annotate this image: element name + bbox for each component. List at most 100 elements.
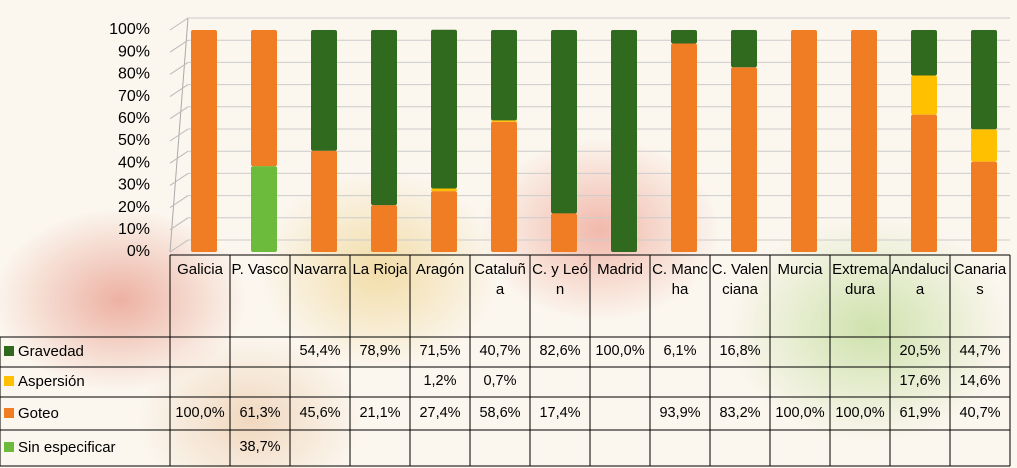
back-wall [170, 18, 1010, 252]
data-label: 45,6% [290, 405, 350, 421]
x-tick-label: Extremadura [830, 260, 890, 300]
data-label: 100,0% [590, 343, 650, 359]
y-tick-label: 100% [109, 21, 150, 38]
chart-svg: 0% 10% 20% 30% 40% 50% 60% 70% 80% 90% 100% [0, 0, 1017, 468]
grid-line [170, 85, 188, 97]
data-label: 61,3% [230, 405, 290, 421]
bar-segment [491, 120, 517, 122]
x-tick-label: Canarias [950, 260, 1010, 300]
bar-segment [551, 213, 577, 252]
x-tick-label: C. Valenciana [710, 260, 770, 300]
data-label: 58,6% [470, 405, 530, 421]
bar-segment [911, 115, 937, 252]
y-tick-label: 0% [127, 243, 150, 260]
x-tick-label: La Rioja [350, 260, 410, 280]
bar-segment [371, 205, 397, 252]
data-label: 27,4% [410, 405, 470, 421]
data-label: 20,5% [890, 343, 950, 359]
grid-line [170, 151, 188, 163]
bar-segment [371, 30, 397, 205]
y-tick-label: 60% [118, 110, 150, 127]
data-label: 100,0% [830, 405, 890, 421]
bar-segment [731, 30, 757, 67]
legend-entry: Sin especificar [4, 439, 116, 456]
legend-entry: Gravedad [4, 343, 84, 360]
bar-segment [191, 30, 217, 252]
x-tick-label: Aragón [410, 260, 470, 280]
x-tick-label: Navarra [290, 260, 350, 280]
bar-segment [911, 30, 937, 76]
legend-label: Gravedad [18, 343, 84, 360]
bar-segment [431, 30, 457, 189]
data-label: 93,9% [650, 405, 710, 421]
grid-line [170, 196, 188, 208]
x-tick-label: P. Vasco [230, 260, 290, 280]
bar-segment [491, 122, 517, 252]
y-tick-label: 70% [118, 88, 150, 105]
data-label: 82,6% [530, 343, 590, 359]
x-tick-label: C. Mancha [650, 260, 710, 300]
bar-segment [431, 189, 457, 192]
data-label: 83,2% [710, 405, 770, 421]
data-label: 6,1% [650, 343, 710, 359]
y-tick-label: 30% [118, 177, 150, 194]
bar-segment [311, 30, 337, 151]
y-tick-label: 50% [118, 132, 150, 149]
bar-segment [251, 30, 277, 166]
legend-swatch [4, 408, 14, 418]
grid-line [170, 62, 188, 74]
x-tick-label: Madrid [590, 260, 650, 280]
chart: 0% 10% 20% 30% 40% 50% 60% 70% 80% 90% 100% Galici… [0, 0, 1017, 468]
legend-swatch [4, 376, 14, 386]
data-label: 100,0% [170, 405, 230, 421]
x-tick-label: Galicia [170, 260, 230, 280]
data-label: 40,7% [950, 405, 1010, 421]
legend-swatch [4, 442, 14, 452]
bar-segment [431, 191, 457, 252]
x-tick-label: Murcia [770, 260, 830, 280]
data-label: 17,6% [890, 373, 950, 389]
data-label: 44,7% [950, 343, 1010, 359]
data-label: 16,8% [710, 343, 770, 359]
bar-segment [911, 76, 937, 115]
data-label: 40,7% [470, 343, 530, 359]
legend-label: Goteo [18, 405, 59, 422]
grid-line [170, 18, 188, 30]
data-label: 1,2% [410, 373, 470, 389]
data-label: 78,9% [350, 343, 410, 359]
y-tick-label: 10% [118, 221, 150, 238]
bar-segment [311, 151, 337, 252]
legend-label: Aspersión [18, 373, 85, 390]
legend-swatch [4, 346, 14, 356]
data-label: 100,0% [770, 405, 830, 421]
bar-segment [731, 67, 757, 252]
legend-entry: Aspersión [4, 373, 85, 390]
bar-segment [851, 30, 877, 252]
grid-line [170, 173, 188, 185]
bar-segment [551, 30, 577, 213]
y-tick-label: 90% [118, 43, 150, 60]
bar-segment [671, 44, 697, 252]
data-label: 21,1% [350, 405, 410, 421]
data-label: 71,5% [410, 343, 470, 359]
x-tick-label: Cataluña [470, 260, 530, 300]
data-label: 14,6% [950, 373, 1010, 389]
data-label: 54,4% [290, 343, 350, 359]
y-tick-label: 80% [118, 66, 150, 83]
data-label: 17,4% [530, 405, 590, 421]
bar-segment [611, 30, 637, 252]
data-label: 0,7% [470, 373, 530, 389]
y-tick-label: 20% [118, 199, 150, 216]
x-tick-label: Andalucia [890, 260, 950, 300]
bar-segment [491, 30, 517, 120]
y-tick-label: 40% [118, 154, 150, 171]
data-label: 38,7% [230, 439, 290, 455]
bar-segment [971, 129, 997, 161]
legend-entry: Goteo [4, 405, 59, 422]
bar-segment [791, 30, 817, 252]
x-tick-label: C. y León [530, 260, 590, 300]
grid-line [170, 240, 188, 252]
bar-segment [971, 30, 997, 129]
legend-label: Sin especificar [18, 439, 116, 456]
bar-segment [971, 162, 997, 252]
